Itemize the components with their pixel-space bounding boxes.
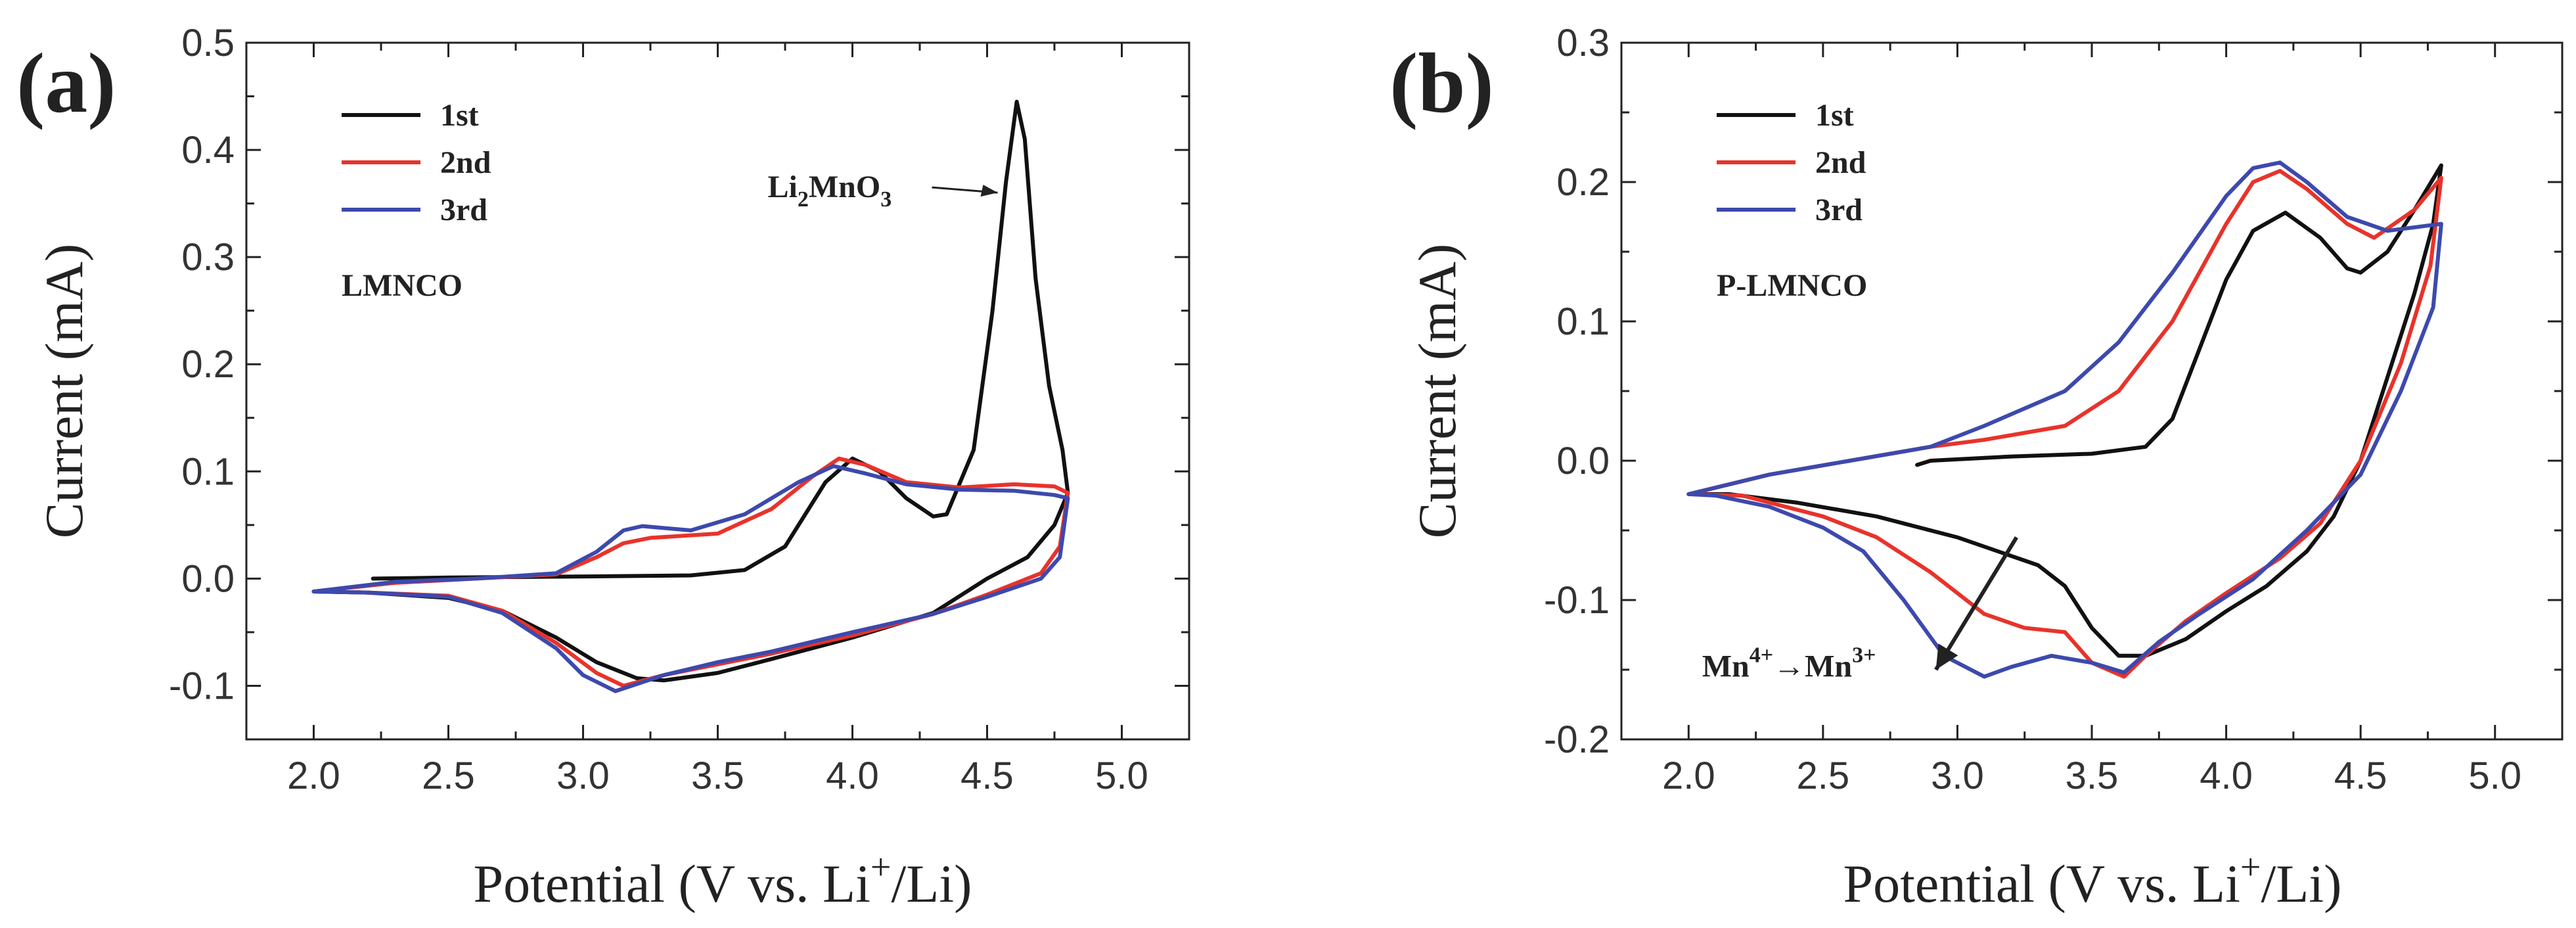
x-tick-label: 3.5 xyxy=(691,754,744,797)
y-tick-label: 0.5 xyxy=(181,22,235,64)
series-line-1st xyxy=(1686,163,2443,658)
y-tick-label: 0.2 xyxy=(1556,161,1610,204)
legend-label: 3rd xyxy=(1815,193,1863,227)
y-tick-label: -0.1 xyxy=(1544,579,1610,622)
sample-label: P-LMNCO xyxy=(1717,268,1867,303)
legend-label: 2nd xyxy=(1815,145,1866,180)
x-tick-label: 2.0 xyxy=(287,754,340,797)
x-tick-label: 3.5 xyxy=(2066,754,2119,797)
series-line-3rd xyxy=(311,464,1070,693)
series-line-2nd xyxy=(1686,169,2443,679)
y-tick-label: 0.1 xyxy=(1556,300,1610,343)
annotation-arrowhead xyxy=(980,185,998,197)
trend-arrow xyxy=(1934,536,2019,671)
annotation-mn-reduction: Mn4+→Mn3+ xyxy=(1702,643,1876,684)
x-tick-label: 3.0 xyxy=(556,754,610,797)
series-line-2nd xyxy=(311,456,1070,688)
panel-label: (b) xyxy=(1390,36,1494,131)
x-axis-title-sup: + xyxy=(870,847,892,888)
y-axis-title: Current (mA) xyxy=(1407,244,1467,539)
legend-label: 1st xyxy=(1815,98,1854,133)
y-tick-label: 0.3 xyxy=(1556,22,1610,64)
panel-label: (a) xyxy=(16,36,116,131)
x-tick-label: 5.0 xyxy=(2468,754,2521,797)
y-tick-label: 0.0 xyxy=(1556,440,1610,482)
legend-label: 1st xyxy=(440,98,479,133)
annotation-li2mno3: Li2MnO3 xyxy=(768,170,892,212)
x-tick-label: 4.0 xyxy=(2200,754,2253,797)
x-axis-title-sup: + xyxy=(2240,847,2261,888)
x-axis-title: Potential (V vs. Li+/Li) xyxy=(474,847,972,914)
x-axis-title-end: /Li) xyxy=(2261,854,2341,914)
y-tick-label: -0.1 xyxy=(169,664,235,707)
x-tick-label: 4.5 xyxy=(960,754,1014,797)
legend-label: 2nd xyxy=(440,145,491,180)
x-axis-title: Potential (V vs. Li+/Li) xyxy=(1843,847,2342,914)
x-tick-label: 2.5 xyxy=(1797,754,1850,797)
x-axis-title-main: Potential (V vs. Li xyxy=(1843,854,2240,914)
legend-label: 3rd xyxy=(440,193,487,227)
series-line-3rd xyxy=(1686,160,2443,679)
trend-arrowhead xyxy=(1935,643,1958,670)
x-tick-label: 2.0 xyxy=(1662,754,1715,797)
x-tick-label: 4.0 xyxy=(826,754,879,797)
x-tick-label: 4.5 xyxy=(2334,754,2387,797)
y-tick-label: 0.3 xyxy=(181,236,235,279)
y-tick-label: -0.2 xyxy=(1544,718,1610,761)
x-axis-title-end: /Li) xyxy=(891,854,972,914)
sample-label: LMNCO xyxy=(342,268,463,303)
panel-b: 2.0 2.5 3.0 3.5 4.0 4.5 5.0 -0.2 -0.1 0.0 0.1 0.2 0.… xyxy=(1390,22,2564,914)
y-tick-label: 0.4 xyxy=(181,129,235,172)
plot-frame xyxy=(245,41,1190,741)
y-tick-label: 0.1 xyxy=(181,450,235,493)
x-tick-label: 5.0 xyxy=(1095,754,1148,797)
x-tick-label: 2.5 xyxy=(422,754,475,797)
x-axis-title-main: Potential (V vs. Li xyxy=(474,854,870,914)
y-tick-label: 0.2 xyxy=(181,343,235,386)
panel-a: 2.0 2.5 3.0 3.5 4.0 4.5 5.0 -0.1 0.0 0.1 0.2 0.3 0.4… xyxy=(16,22,1190,914)
y-axis-title: Current (mA) xyxy=(34,244,94,539)
y-tick-label: 0.0 xyxy=(181,557,235,600)
x-tick-label: 3.0 xyxy=(1931,754,1984,797)
plot-frame xyxy=(1620,41,2564,741)
series-line-1st xyxy=(311,99,1070,683)
